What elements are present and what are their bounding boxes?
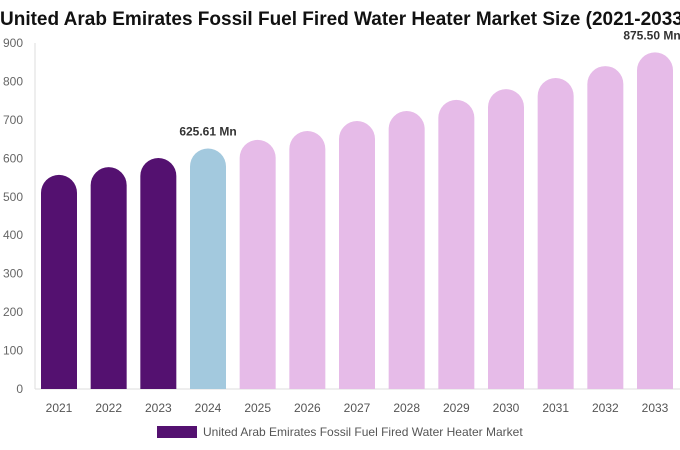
y-tick-label: 600 <box>3 151 23 165</box>
x-tick-label: 2024 <box>195 401 222 415</box>
y-tick-label: 300 <box>3 267 23 281</box>
bar-2032 <box>587 66 624 389</box>
legend-label: United Arab Emirates Fossil Fuel Fired W… <box>203 425 523 439</box>
x-tick-label: 2030 <box>493 401 520 415</box>
y-tick-label: 100 <box>3 344 23 358</box>
y-tick-label: 900 <box>3 36 23 50</box>
x-tick-label: 2026 <box>294 401 321 415</box>
x-tick-label: 2028 <box>393 401 420 415</box>
bar-2025 <box>239 139 276 389</box>
bar-2028 <box>388 111 425 389</box>
bar-2033 <box>637 52 673 390</box>
chart-title: United Arab Emirates Fossil Fuel Fired W… <box>0 9 680 30</box>
y-tick-label: 500 <box>3 190 23 204</box>
x-tick-label: 2029 <box>443 401 470 415</box>
bar-2022 <box>90 167 127 389</box>
x-tick-label: 2027 <box>344 401 371 415</box>
bar-2030 <box>488 89 524 389</box>
data-label: 875.50 Mn <box>623 28 680 42</box>
bar-2029 <box>438 99 475 390</box>
bar-2027 <box>339 121 375 389</box>
legend: United Arab Emirates Fossil Fuel Fired W… <box>157 425 523 439</box>
bar-2023 <box>140 157 177 389</box>
x-tick-label: 2025 <box>244 401 271 415</box>
data-label: 625.61 Mn <box>179 124 236 138</box>
x-tick-label: 2031 <box>542 401 569 415</box>
y-tick-label: 200 <box>3 305 23 319</box>
x-tick-label: 2022 <box>95 401 122 415</box>
bar-2024 <box>190 148 226 389</box>
bar-2021 <box>41 174 77 389</box>
y-tick-label: 700 <box>3 113 23 127</box>
y-tick-label: 400 <box>3 228 23 242</box>
x-tick-label: 2032 <box>592 401 619 415</box>
legend-swatch <box>157 426 197 438</box>
y-tick-label: 0 <box>16 382 23 396</box>
x-tick-label: 2033 <box>642 401 669 415</box>
x-tick-label: 2023 <box>145 401 172 415</box>
bar-2031 <box>537 77 574 390</box>
bar-2026 <box>289 131 326 389</box>
y-tick-label: 800 <box>3 74 23 88</box>
x-tick-label: 2021 <box>46 401 73 415</box>
